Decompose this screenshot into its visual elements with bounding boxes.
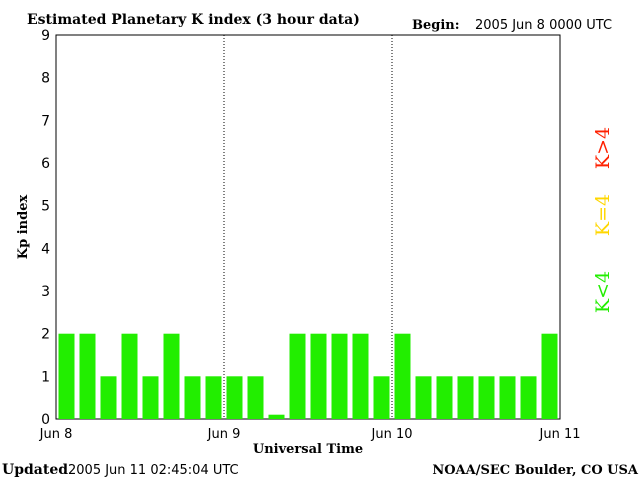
kp-bar <box>226 376 243 419</box>
bars-group <box>58 333 558 419</box>
kp-bar <box>499 376 516 419</box>
kp-bar <box>163 333 180 419</box>
kp-bar <box>394 333 411 419</box>
kp-bar <box>142 376 159 419</box>
y-axis-label: Kp index <box>16 195 31 260</box>
kp-bar <box>247 376 264 419</box>
x-tick-label: Jun 10 <box>371 427 413 442</box>
kp-bar <box>436 376 453 419</box>
legend-k-greater-4: K>4 <box>592 127 614 169</box>
legend-k-equal-4: K=4 <box>592 194 614 236</box>
y-tick-label: 5 <box>41 199 50 215</box>
y-tick-label: 7 <box>41 113 50 129</box>
legend-k-less-4: K<4 <box>592 271 614 313</box>
kp-bar <box>373 376 390 419</box>
kp-bar <box>520 376 537 419</box>
begin-value: 2005 Jun 8 0000 UTC <box>475 18 612 33</box>
kp-bar <box>58 333 75 419</box>
updated-value: 2005 Jun 11 02:45:04 UTC <box>68 463 239 478</box>
kp-bar <box>289 333 306 419</box>
kp-bar <box>541 333 558 419</box>
y-tick-label: 4 <box>41 241 50 257</box>
kp-bar <box>331 333 348 419</box>
plot-frame <box>55 34 561 420</box>
x-tick-label: Jun 8 <box>39 427 73 442</box>
y-tick-label: 0 <box>41 412 50 428</box>
y-tick-label: 2 <box>41 327 50 343</box>
y-tick-label: 1 <box>41 369 50 385</box>
y-tick-label: 6 <box>41 156 50 172</box>
x-axis-label: Universal Time <box>253 442 363 457</box>
chart-title: Estimated Planetary K index (3 hour data… <box>27 12 360 28</box>
y-tick-label: 3 <box>41 284 50 300</box>
kp-bar <box>100 376 117 419</box>
kp-bar <box>79 333 96 419</box>
kp-bar <box>478 376 495 419</box>
kp-bar <box>415 376 432 419</box>
credit-text: NOAA/SEC Boulder, CO USA <box>432 463 639 478</box>
kp-bar <box>121 333 138 419</box>
kp-bar <box>457 376 474 419</box>
kp-bar <box>352 333 369 419</box>
kp-bar <box>184 376 201 419</box>
kp-bar <box>205 376 222 419</box>
x-tick-label: Jun 11 <box>539 427 581 442</box>
kp-bar <box>268 414 285 419</box>
y-tick-labels: 0 1 2 3 4 5 6 7 8 9 <box>41 28 50 428</box>
y-tick-label: 8 <box>41 71 50 87</box>
updated-label: Updated <box>2 462 68 478</box>
y-tick-label: 9 <box>41 28 50 44</box>
begin-label: Begin: <box>412 18 460 33</box>
kp-bar <box>310 333 327 419</box>
x-tick-label: Jun 9 <box>207 427 241 442</box>
x-tick-labels: Jun 8 Jun 9 Jun 10 Jun 11 <box>39 427 581 442</box>
